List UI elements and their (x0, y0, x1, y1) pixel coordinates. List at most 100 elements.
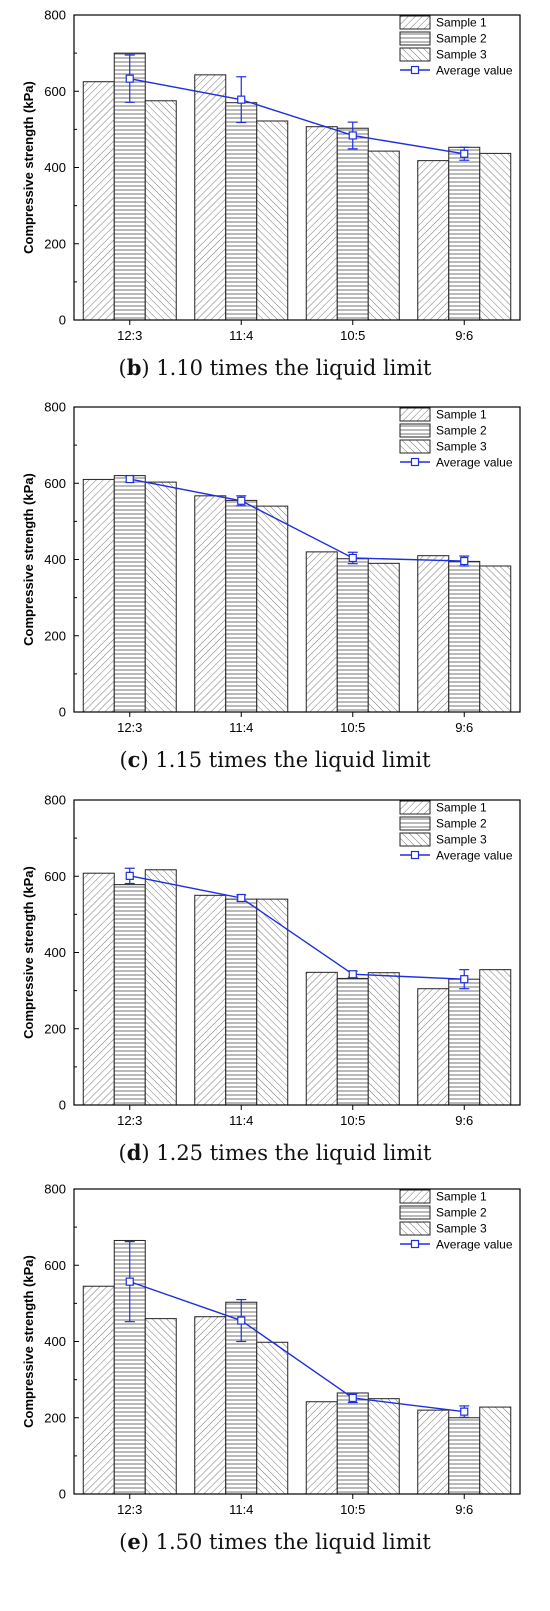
legend-swatch (399, 407, 431, 422)
x-tick-label: 9:6 (455, 1113, 473, 1128)
bar-sample-1-11-4 (194, 495, 227, 713)
legend-average-marker (410, 65, 420, 75)
bar-sample-1-10-5 (305, 126, 338, 321)
legend-swatch (399, 31, 431, 46)
bar-sample-2-10-5 (336, 1392, 369, 1495)
bar-sample-2-9-6 (448, 146, 481, 321)
bar-sample-3-9-6 (479, 1406, 512, 1495)
y-tick-label: 200 (44, 628, 66, 643)
figure-caption: (d) 1.25 times the liquid limit (118, 1140, 432, 1165)
legend-label: Sample 1 (436, 16, 487, 30)
legend-average-marker (410, 457, 420, 467)
bar-sample-1-12-3 (82, 1285, 115, 1495)
bar-sample-3-9-6 (479, 152, 512, 321)
legend-label: Sample 2 (436, 817, 487, 831)
x-axis-title: Cement : Steel slag (237, 1522, 357, 1524)
x-axis-title: Cement : Steel slag (237, 1133, 357, 1135)
legend-swatch (399, 816, 431, 831)
y-tick-label: 800 (44, 1182, 66, 1197)
x-tick-label: 12:3 (117, 328, 142, 343)
x-tick-label: 9:6 (455, 1502, 473, 1517)
chart-panel-e: 0 200 400 600 800 12:3 11:4 10:5 9:6 Cement : Ste… (0, 1174, 550, 1564)
average-marker (125, 74, 134, 83)
bar-sample-2-9-6 (448, 978, 481, 1106)
y-axis-title: Compressive strength (kPa) (21, 1255, 36, 1428)
bar-sample-2-9-6 (448, 560, 481, 713)
bar-sample-2-10-5 (336, 558, 369, 713)
average-marker (348, 970, 357, 979)
bar-sample-1-10-5 (305, 551, 338, 713)
x-tick-label: 11:4 (229, 720, 253, 735)
average-marker (237, 893, 246, 903)
bar-sample-1-12-3 (82, 872, 115, 1106)
average-marker (460, 556, 469, 566)
legend-swatch (399, 423, 431, 438)
legend-label: Sample 2 (436, 424, 487, 438)
y-tick-label: 800 (44, 793, 66, 808)
caption-text: 1.25 times the liquid limit (156, 1141, 432, 1165)
x-tick-label: 11:4 (229, 1502, 253, 1517)
y-tick-label: 0 (59, 313, 66, 328)
chart-panel-d: 0 200 400 600 800 12:3 11:4 10:5 9:6 Cement : Ste… (0, 785, 550, 1175)
bar-sample-1-9-6 (417, 555, 450, 713)
y-tick-label: 200 (44, 1021, 66, 1036)
y-tick-label: 200 (44, 1410, 66, 1425)
bar-sample-3-12-3 (144, 100, 177, 321)
average-line (129, 77, 465, 155)
average-marker (348, 131, 357, 140)
average-marker (348, 1393, 357, 1403)
average-marker (460, 1407, 469, 1416)
legend-swatch (399, 15, 431, 30)
chart-svg: 0 200 400 600 800 12:3 11:4 10:5 9:6 Cement : Ste… (21, 400, 521, 742)
legend-swatch (399, 832, 431, 847)
figure-caption: (e) 1.50 times the liquid limit (119, 1529, 431, 1554)
bar-sample-1-11-4 (194, 1316, 227, 1495)
bar-sample-3-11-4 (256, 898, 289, 1106)
x-tick-label: 11:4 (229, 328, 253, 343)
bar-sample-2-11-4 (225, 102, 258, 321)
average-marker (460, 149, 469, 158)
x-tick-label: 10:5 (340, 1113, 365, 1128)
legend-swatch (399, 800, 431, 815)
average-marker (348, 553, 357, 563)
caption-letter: b (126, 355, 142, 380)
legend-average-marker (410, 850, 420, 860)
bar-sample-1-10-5 (305, 1401, 338, 1495)
x-axis-title: Cement : Steel slag (237, 348, 357, 350)
x-tick-label: 10:5 (340, 328, 365, 343)
figure-caption: (c) 1.15 times the liquid limit (119, 747, 431, 772)
x-tick-label: 12:3 (117, 1113, 142, 1128)
legend-label: Average value (436, 456, 513, 470)
caption-text: 1.50 times the liquid limit (155, 1530, 431, 1554)
y-axis-title: Compressive strength (kPa) (21, 866, 36, 1039)
caption-text: 1.15 times the liquid limit (155, 748, 431, 772)
x-tick-label: 9:6 (455, 720, 473, 735)
y-tick-label: 600 (44, 869, 66, 884)
legend-label: Sample 1 (436, 408, 487, 422)
chart-svg: 0 200 400 600 800 12:3 11:4 10:5 9:6 Cement : Ste… (21, 1182, 521, 1524)
y-tick-label: 800 (44, 8, 66, 23)
y-tick-label: 400 (44, 160, 66, 175)
average-marker (237, 95, 246, 104)
legend-swatch (399, 1221, 431, 1236)
y-tick-label: 600 (44, 1258, 66, 1273)
bar-sample-3-11-4 (256, 505, 289, 713)
caption-letter: c (127, 747, 141, 772)
average-line (129, 1280, 465, 1413)
bar-sample-1-9-6 (417, 988, 450, 1106)
bar-sample-2-12-3 (113, 884, 146, 1106)
y-tick-label: 600 (44, 84, 66, 99)
bar-sample-3-9-6 (479, 969, 512, 1106)
legend-label: Sample 3 (436, 833, 487, 847)
bar-sample-1-11-4 (194, 74, 227, 321)
y-tick-label: 200 (44, 236, 66, 251)
y-tick-label: 800 (44, 400, 66, 415)
legend-label: Sample 2 (436, 1206, 487, 1220)
legend-swatch (399, 1205, 431, 1220)
caption-letter: e (127, 1529, 141, 1554)
average-marker (237, 1316, 246, 1325)
average-marker (125, 1277, 134, 1286)
legend-label: Sample 2 (436, 32, 487, 46)
bar-sample-3-12-3 (144, 869, 177, 1106)
